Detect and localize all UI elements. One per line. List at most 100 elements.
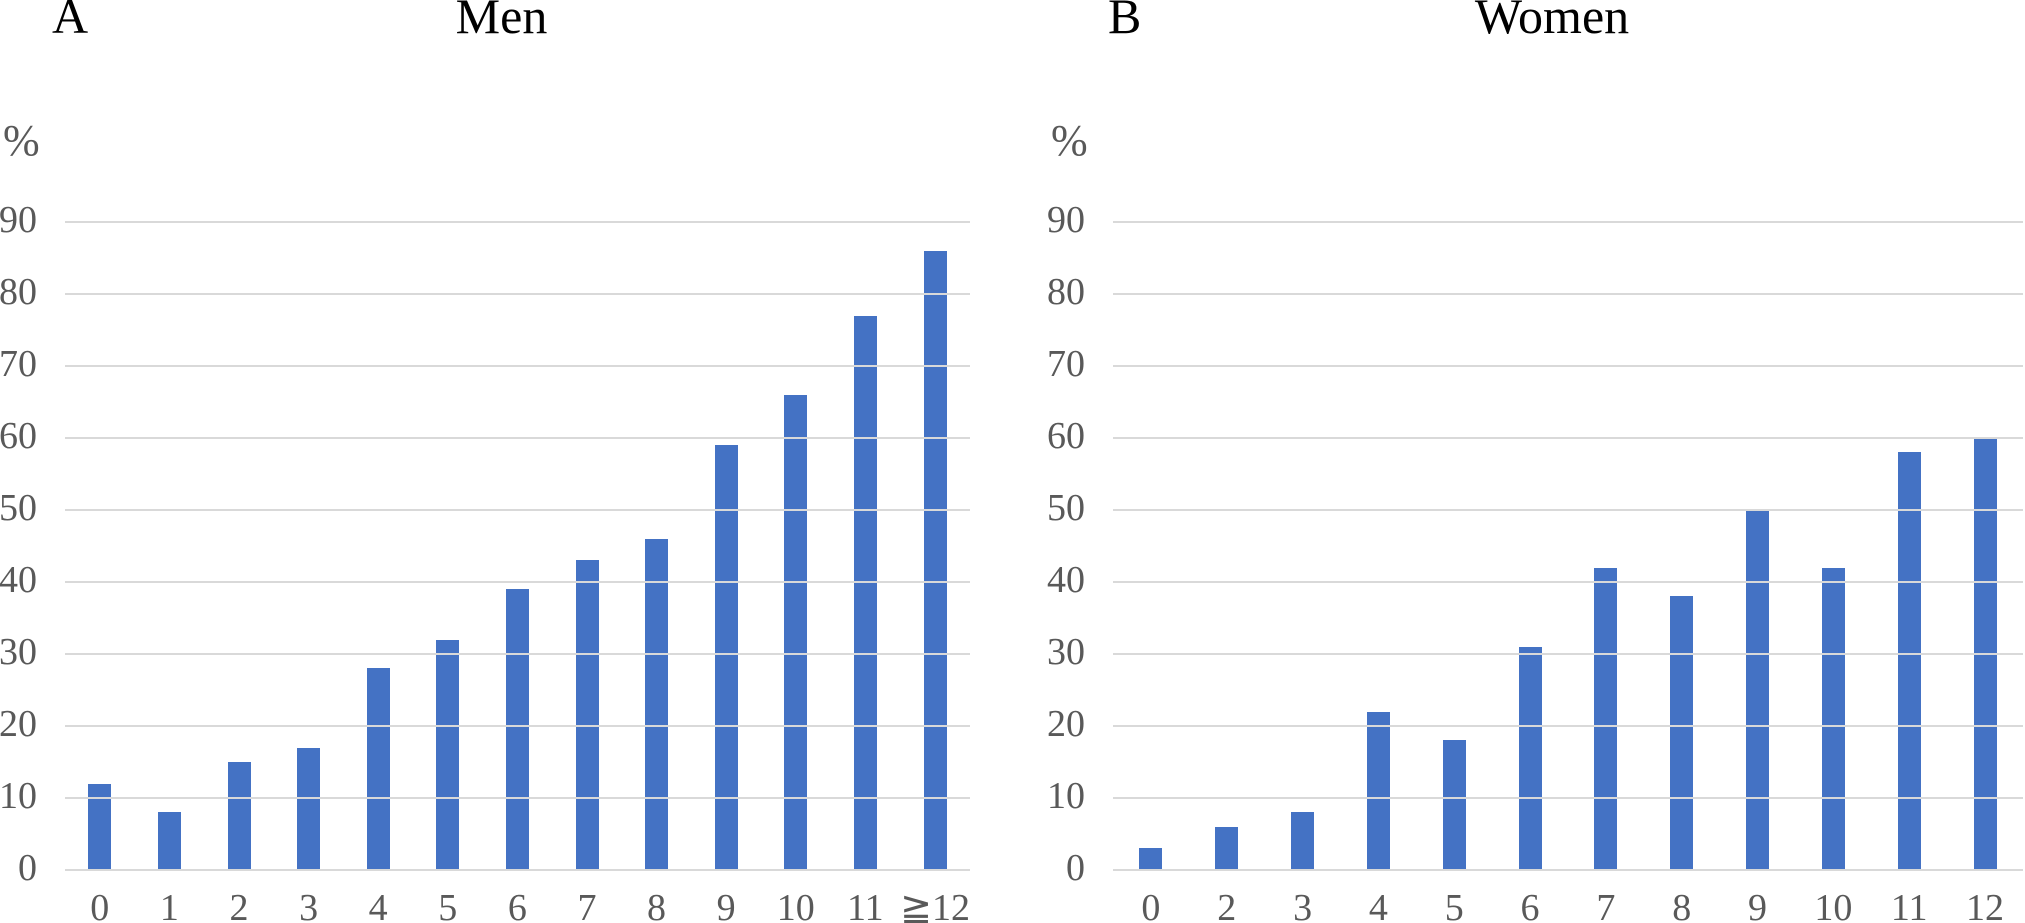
bar xyxy=(1291,812,1315,870)
x-tick-label: ≧12 xyxy=(900,887,970,923)
bar-slot xyxy=(1265,222,1341,870)
bar-slot xyxy=(1871,222,1947,870)
bar xyxy=(297,747,321,870)
bar-series xyxy=(1113,222,2023,870)
panel-letter: A xyxy=(52,0,89,44)
y-tick-label: 40 xyxy=(0,559,37,601)
gridline xyxy=(65,581,970,583)
x-tick-label: 0 xyxy=(90,887,110,923)
bar xyxy=(157,812,181,870)
y-tick-label: 40 xyxy=(1047,559,1085,601)
bar-slot xyxy=(1720,222,1796,870)
bar-slot xyxy=(900,222,970,870)
gridline xyxy=(1113,725,2023,727)
x-tick-label: 1 xyxy=(159,887,179,923)
bar xyxy=(436,639,460,870)
y-tick-label: 50 xyxy=(1047,487,1085,529)
y-tick-label: 10 xyxy=(0,775,37,817)
plot-area xyxy=(65,221,970,871)
y-tick-label: 30 xyxy=(1047,631,1085,673)
y-tick-label: 30 xyxy=(0,631,37,673)
gridline xyxy=(65,221,970,223)
bar-slot xyxy=(691,222,761,870)
x-axis-line xyxy=(65,869,970,871)
bar-slot xyxy=(135,222,205,870)
x-tick-label: 8 xyxy=(647,887,667,923)
x-tick-label: 8 xyxy=(1672,887,1692,923)
gridline xyxy=(65,509,970,511)
x-axis-line xyxy=(1113,869,2023,871)
chart-title: Women xyxy=(1474,0,1630,44)
x-tick-label: 6 xyxy=(1520,887,1540,923)
y-tick-label: 90 xyxy=(1047,199,1085,241)
y-tick-label: 70 xyxy=(1047,343,1085,385)
gridline xyxy=(65,797,970,799)
bar xyxy=(714,445,738,870)
bar xyxy=(575,560,599,870)
bar xyxy=(1215,826,1239,870)
gridline xyxy=(65,437,970,439)
x-tick-label: 0 xyxy=(1141,887,1161,923)
bar-slot xyxy=(622,222,692,870)
bar-slot xyxy=(761,222,831,870)
x-tick-label: 11 xyxy=(847,887,884,923)
gridline xyxy=(1113,653,2023,655)
bar xyxy=(1366,711,1390,870)
x-axis-labels: 0 2 3 4 5 6 7 8 9 10 11 12 xyxy=(1113,889,2023,923)
y-tick-label: 0 xyxy=(18,847,37,889)
x-tick-label: 7 xyxy=(1596,887,1616,923)
x-tick-label: 5 xyxy=(438,887,458,923)
x-tick-label: 4 xyxy=(368,887,388,923)
bar-slot xyxy=(65,222,135,870)
gridline xyxy=(65,725,970,727)
y-tick-label: 60 xyxy=(0,415,37,457)
x-tick-label: 3 xyxy=(1293,887,1313,923)
gridline xyxy=(1113,437,2023,439)
bar xyxy=(1594,567,1618,870)
gridline xyxy=(1113,221,2023,223)
bar-slot xyxy=(274,222,344,870)
y-tick-label: 70 xyxy=(0,343,37,385)
bar-slot xyxy=(1113,222,1189,870)
panel-letter: B xyxy=(1108,0,1142,44)
y-tick-label: 90 xyxy=(0,199,37,241)
bar-slot xyxy=(1492,222,1568,870)
bar xyxy=(854,315,877,870)
bar xyxy=(1139,848,1163,870)
x-tick-label: 12 xyxy=(1966,887,2005,923)
bar-slot xyxy=(204,222,274,870)
y-axis-unit-label: % xyxy=(3,116,40,165)
y-tick-label: 80 xyxy=(1047,271,1085,313)
x-tick-label: 5 xyxy=(1444,887,1464,923)
bar-slot xyxy=(1189,222,1265,870)
x-tick-label: 7 xyxy=(577,887,597,923)
bar-slot xyxy=(413,222,483,870)
gridline xyxy=(1113,509,2023,511)
y-tick-label: 50 xyxy=(0,487,37,529)
gridline xyxy=(65,293,970,295)
bar-slot xyxy=(1644,222,1720,870)
bar xyxy=(923,250,947,870)
x-tick-label: 9 xyxy=(716,887,736,923)
bar xyxy=(784,394,808,870)
bar-slot xyxy=(1416,222,1492,870)
x-tick-label: 10 xyxy=(1814,887,1853,923)
y-tick-label: 80 xyxy=(0,271,37,313)
y-tick-label: 20 xyxy=(0,703,37,745)
bar xyxy=(645,538,669,870)
gridline xyxy=(1113,581,2023,583)
bar xyxy=(1442,740,1466,870)
y-tick-label: 20 xyxy=(1047,703,1085,745)
gridline xyxy=(1113,365,2023,367)
gridline xyxy=(1113,293,2023,295)
gridline xyxy=(1113,797,2023,799)
bar xyxy=(505,589,529,870)
bar xyxy=(1746,510,1770,870)
bar xyxy=(1821,567,1845,870)
bar-series xyxy=(65,222,970,870)
gridline xyxy=(65,653,970,655)
x-axis-labels: 0 1 2 3 4 5 6 7 8 9 10 11 ≧12 xyxy=(65,889,970,923)
plot-area xyxy=(1113,221,2023,871)
bar-slot xyxy=(552,222,622,870)
bar-slot xyxy=(831,222,901,870)
